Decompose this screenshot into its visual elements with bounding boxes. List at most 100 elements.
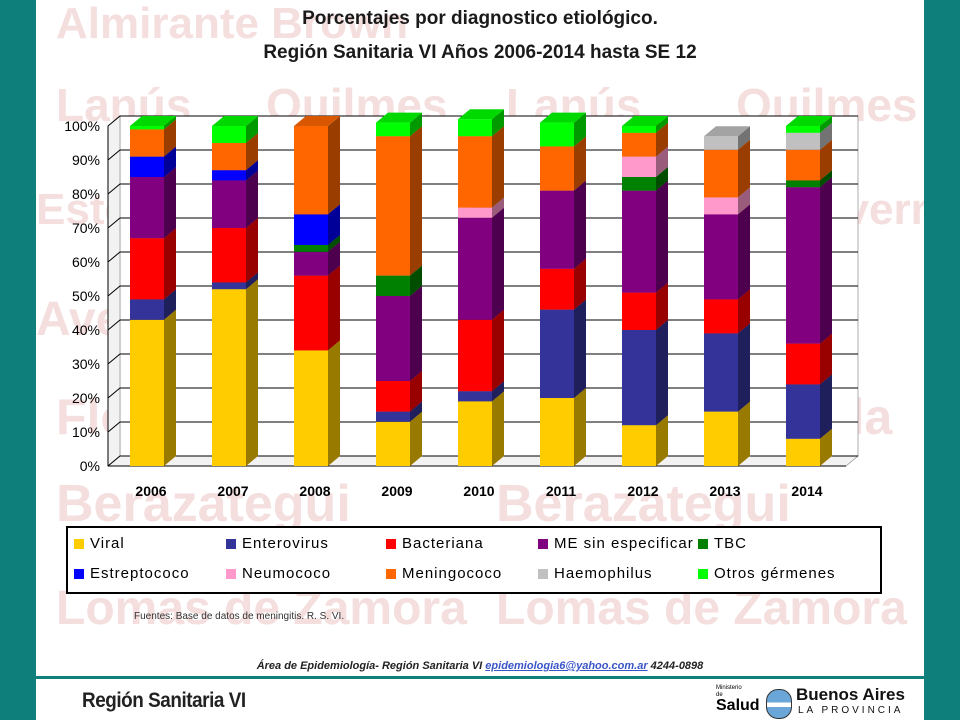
watermark-text: Berazategui: [496, 475, 791, 533]
bar-segment: [622, 292, 656, 330]
bar-segment-side: [246, 170, 258, 228]
bar-segment-side: [738, 204, 750, 300]
bar-segment-side: [328, 241, 340, 276]
bar-segment: [376, 275, 410, 296]
footer-email-link[interactable]: epidemiologia6@yahoo.com.ar: [485, 660, 648, 672]
legend-item: ME sin especificar: [538, 535, 694, 552]
bar-segment: [458, 391, 492, 402]
bar-segment-side: [164, 289, 176, 320]
legend-label: Otros gérmenes: [714, 565, 836, 582]
bar-segment: [294, 245, 328, 252]
bar-segment: [622, 132, 656, 157]
bar-segment: [786, 180, 820, 188]
bar-segment: [622, 425, 656, 466]
salud-label: Salud: [716, 697, 760, 714]
bar-segment-side: [410, 286, 422, 381]
legend-swatch: [226, 538, 236, 549]
bar-segment: [786, 187, 820, 344]
x-tick-label: 2014: [791, 483, 822, 499]
bar-segment-side: [246, 218, 258, 283]
bar-segment: [130, 129, 164, 157]
bar-segment: [786, 126, 820, 133]
gridline: [107, 455, 858, 467]
bar-segment: [540, 398, 574, 466]
y-tick-label: 10%: [72, 424, 100, 440]
x-tick-label: 2011: [546, 483, 577, 499]
bar-segment: [786, 343, 820, 385]
ministerio-label: Ministerio de: [716, 685, 742, 698]
legend-item: TBC: [698, 535, 747, 552]
y-tick-label: 60%: [72, 254, 100, 270]
legend-label: ME sin especificar: [554, 535, 694, 552]
legend-swatch: [698, 568, 708, 579]
region-sanitaria-logo: Región Sanitaria VI: [82, 689, 246, 712]
bar-segment-side: [738, 139, 750, 198]
bar-segment: [704, 411, 738, 466]
bar-segment: [376, 421, 410, 466]
bar-segment-top: [212, 116, 258, 126]
legend-item: Neumococo: [226, 565, 331, 582]
bar-segment: [622, 330, 656, 426]
bar-segment-side: [246, 279, 258, 466]
y-tick-label: 40%: [72, 322, 100, 338]
bar-segment-side: [246, 116, 258, 143]
x-tick-label: 2013: [709, 483, 740, 499]
bar-segment-side: [410, 411, 422, 466]
bar-segment: [458, 207, 492, 218]
bar-segment-side: [656, 146, 668, 177]
legend-label: Bacteriana: [402, 535, 484, 552]
legend-label: Meningococo: [402, 565, 503, 582]
legend-item: Enterovirus: [226, 535, 329, 552]
bar-segment-side: [738, 323, 750, 412]
bar-segment-top: [130, 116, 176, 126]
y-tick-label: 80%: [72, 186, 100, 202]
legend-label: Estreptococo: [90, 565, 190, 582]
bar-segment: [212, 228, 246, 283]
bar-segment: [458, 401, 492, 466]
bar-segment-top: [786, 116, 832, 126]
gridline: [107, 285, 858, 297]
bar-segment: [294, 251, 328, 276]
bar-segment-side: [656, 116, 668, 133]
buenos-aires-label: Buenos Aires: [796, 685, 905, 704]
legend-item: Haemophilus: [538, 565, 653, 582]
bar-segment-side: [574, 112, 586, 147]
source-note: Fuentes: Base de datos de meningitis. R.…: [134, 611, 345, 622]
legend-swatch: [74, 538, 84, 549]
bar-segment: [704, 136, 738, 150]
bar-segment-side: [656, 320, 668, 426]
bar-segment-top: [622, 116, 668, 126]
province-seal-icon: [766, 689, 792, 719]
bar-segment-side: [820, 374, 832, 439]
chart-legend: Viral Enterovirus Bacteriana ME sin especif…: [66, 526, 882, 594]
bottom-logo-bar: Región Sanitaria VI Ministerio de Salud B…: [36, 676, 924, 720]
bar-segment: [458, 119, 492, 137]
bar-segment-side: [328, 340, 340, 466]
bar-segment-side: [574, 299, 586, 398]
bar-segment: [376, 411, 410, 422]
bar-segment: [130, 299, 164, 320]
bar-segment-side: [492, 391, 504, 466]
bar-segment: [622, 190, 656, 293]
bar-segment: [212, 180, 246, 228]
legend-swatch: [74, 568, 84, 579]
bar-segment-side: [574, 258, 586, 310]
bar-segment: [458, 319, 492, 392]
bar-segment: [212, 289, 246, 466]
stacked-bar-chart: 0% 10% 20% 30% 40% 50% 60% 70% 80% 90% 100% 2006 200…: [64, 109, 860, 499]
bar-segment: [786, 384, 820, 439]
bar-segment: [294, 214, 328, 245]
bar-segment: [294, 275, 328, 351]
gridline: [107, 421, 858, 433]
legend-swatch: [386, 568, 396, 579]
bar-segment-side: [492, 207, 504, 320]
bar-segment-side: [328, 116, 340, 215]
bar-segment-side: [410, 371, 422, 412]
bar-segment-side: [164, 309, 176, 466]
bar-segment-side: [328, 265, 340, 351]
bar-segment: [130, 156, 164, 177]
bar-segment-side: [410, 265, 422, 296]
bar-segment-side: [410, 112, 422, 137]
bar-segment: [130, 238, 164, 300]
bar-segment-side: [820, 428, 832, 466]
